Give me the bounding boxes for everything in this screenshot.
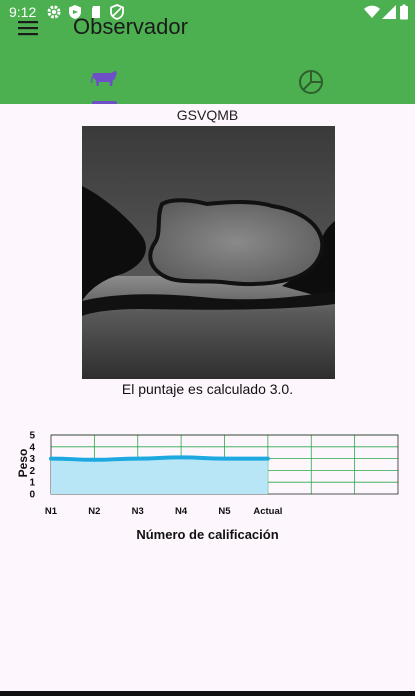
chart-area-fill [51, 457, 268, 494]
chart-x-tick-label: N3 [132, 506, 144, 517]
battery-icon [400, 4, 408, 20]
status-bar: 9:12 [0, 0, 415, 24]
signal-icon [382, 5, 396, 19]
tab-indicator [92, 101, 117, 104]
chart-y-tick-label: 5 [29, 431, 35, 442]
app-bar [0, 0, 415, 104]
chart-y-tick-label: 2 [29, 466, 35, 477]
tab-observe[interactable] [0, 60, 207, 104]
status-time: 9:12 [9, 4, 37, 20]
chart-x-axis-label: Número de calificación [136, 527, 279, 542]
page-title: Observador [73, 14, 188, 39]
menu-button[interactable] [14, 16, 42, 40]
sd-card-icon [92, 6, 100, 18]
wifi-icon [364, 5, 380, 18]
chart-x-tick-label: N4 [175, 506, 188, 517]
chart-y-axis-label: Peso [16, 449, 30, 478]
cow-icon [90, 71, 117, 86]
shield-check-icon [110, 4, 124, 20]
chart-series-line [49, 455, 270, 462]
chart-y-tick-label: 0 [29, 490, 35, 501]
pie-chart-icon [298, 70, 323, 94]
chart-x-tick-label: N5 [218, 506, 231, 517]
observation-code: GSVQMB [176, 107, 239, 123]
tab-statistics[interactable] [207, 60, 414, 104]
depth-image [82, 126, 335, 379]
system-nav-bar [0, 691, 415, 696]
chart-x-tick-label: N1 [45, 506, 58, 517]
chart-x-tick-label: N2 [88, 506, 100, 517]
chart-y-tick-label: 4 [29, 442, 35, 453]
chart-y-tick-label: 3 [29, 454, 35, 465]
settings-icon [47, 5, 61, 19]
menu-icon [18, 21, 38, 36]
chart-x-tick-label: Actual [253, 506, 282, 517]
chart-y-tick-label: 1 [29, 478, 35, 489]
score-text: El puntaje es calculado 3.0. [121, 381, 294, 397]
shield-icon [69, 5, 81, 19]
